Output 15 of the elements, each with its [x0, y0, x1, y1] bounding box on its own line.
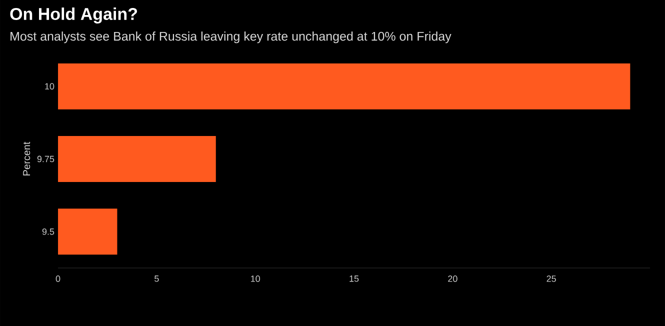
bar	[58, 63, 630, 110]
x-tick-label: 20	[448, 276, 458, 282]
bar	[58, 136, 216, 182]
x-tick-label: 15	[350, 276, 359, 282]
x-tick-label: 5	[154, 276, 159, 282]
y-tick-label: 10	[45, 83, 54, 90]
chart-title: On Hold Again?	[10, 8, 137, 24]
y-tick-label: 9.5	[42, 228, 54, 235]
x-tick-label: 0	[56, 276, 60, 282]
x-tick-label: 10	[251, 276, 260, 282]
y-tick-label: 9.75	[37, 156, 54, 162]
bar	[58, 208, 118, 255]
x-tick-label: 25	[546, 276, 556, 282]
y-axis-title: Percent	[23, 142, 30, 176]
chart-subtitle: Most analysts see Bank of Russia leaving key rate unchanged at 10% on Friday	[10, 32, 452, 44]
